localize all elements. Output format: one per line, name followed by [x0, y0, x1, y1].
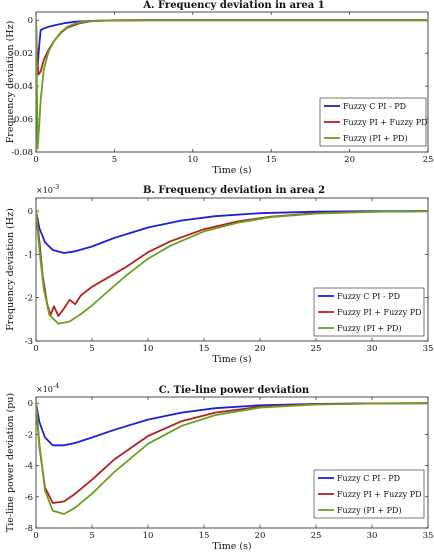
legend-label: Fuzzy C PI - PD	[337, 474, 400, 483]
y-axis-label: Frequency deviation (Hz)	[5, 21, 16, 144]
x-tick-label: 20	[344, 155, 355, 165]
legend: Fuzzy C PI - PD Fuzzy PI + Fuzzy PD Fuzzy …	[313, 287, 425, 337]
chart-title: B. Frequency deviation in area 2	[143, 185, 325, 196]
x-axis-label: Time (s)	[212, 541, 251, 550]
legend-label: Fuzzy C PI - PD	[343, 102, 406, 111]
legend-label: Fuzzy (PI + PD)	[337, 506, 402, 515]
chart-panel-2: B. Frequency deviation in area 2 0 5 10 15 20…	[5, 183, 433, 365]
exponent-power: -3	[53, 183, 59, 191]
exponent-power: -4	[53, 382, 59, 390]
y-tick-label: -2	[25, 430, 33, 440]
x-tick-label: 25	[311, 344, 322, 354]
y-exponent-label: ×10-3	[36, 183, 59, 195]
legend: Fuzzy C PI - PD Fuzzy PI + Fuzzy PD Fuzzy …	[313, 469, 425, 519]
y-tick-label: -6	[25, 493, 33, 503]
x-tick-label: 35	[423, 531, 434, 541]
y-tick-label: 0	[28, 207, 33, 217]
legend-label: Fuzzy PI + Fuzzy PD	[343, 118, 428, 127]
y-tick-label: -2	[25, 294, 33, 304]
x-tick-label: 15	[266, 155, 277, 165]
y-axis-label: Tie-line power deviation (pu)	[5, 393, 16, 532]
x-tick-label: 10	[143, 531, 154, 541]
legend-label: Fuzzy (PI + PD)	[343, 134, 408, 143]
y-tick-label: -3	[25, 337, 33, 347]
series-line-3	[36, 19, 428, 150]
chart-title: A. Frequency deviation in area 1	[142, 0, 324, 11]
x-tick-label: 20	[255, 344, 266, 354]
x-tick-label: 30	[367, 531, 378, 541]
y-tick-label: -0.04	[11, 82, 33, 92]
y-tick-label: -8	[25, 524, 33, 534]
x-tick-label: 35	[423, 344, 434, 354]
x-tick-label: 5	[112, 155, 117, 165]
chart-title: C. Tie-line power deviation	[159, 385, 310, 396]
x-tick-label: 25	[311, 531, 322, 541]
y-tick-label: -4	[25, 462, 33, 472]
legend-label: Fuzzy PI + Fuzzy PD	[337, 308, 422, 317]
legend-label: Fuzzy (PI + PD)	[337, 324, 402, 333]
x-tick-label: 5	[89, 531, 94, 541]
y-tick-label: -0.06	[11, 115, 33, 125]
x-tick-label: 25	[423, 155, 434, 165]
x-tick-label: 0	[33, 155, 38, 165]
exponent-base: ×10	[36, 385, 53, 394]
x-tick-label: 0	[33, 344, 38, 354]
x-tick-label: 15	[199, 531, 210, 541]
y-tick-label: -0.02	[11, 49, 33, 59]
exponent-base: ×10	[36, 186, 53, 195]
x-axis-label: Time (s)	[212, 165, 251, 176]
legend-label: Fuzzy C PI - PD	[337, 292, 400, 301]
x-axis-label: Time (s)	[212, 354, 251, 365]
y-tick-label: 0	[28, 16, 33, 26]
series-line-3	[36, 402, 428, 515]
series-line-1	[36, 210, 428, 254]
y-axis-label: Frequency deviation (Hz)	[5, 208, 16, 331]
y-tick-label: 0	[28, 399, 33, 409]
x-tick-label: 10	[143, 344, 154, 354]
legend-label: Fuzzy PI + Fuzzy PD	[337, 490, 422, 499]
series-line-3	[36, 210, 428, 325]
x-tick-label: 10	[187, 155, 198, 165]
x-tick-label: 0	[33, 531, 38, 541]
y-exponent-label: ×10-4	[36, 382, 59, 394]
x-tick-label: 15	[199, 344, 210, 354]
x-tick-label: 30	[367, 344, 378, 354]
y-tick-label: -1	[25, 250, 33, 260]
x-tick-label: 5	[89, 344, 94, 354]
x-tick-label: 20	[255, 531, 266, 541]
legend: Fuzzy C PI - PD Fuzzy PI + Fuzzy PD Fuzzy …	[319, 97, 428, 147]
chart-panel-1: A. Frequency deviation in area 1 0 5 10 15 20…	[5, 0, 433, 176]
chart-panel-3: C. Tie-line power deviation 0 5 10 15 20 25 30 3…	[5, 382, 434, 552]
y-tick-label: -0.08	[11, 148, 33, 158]
